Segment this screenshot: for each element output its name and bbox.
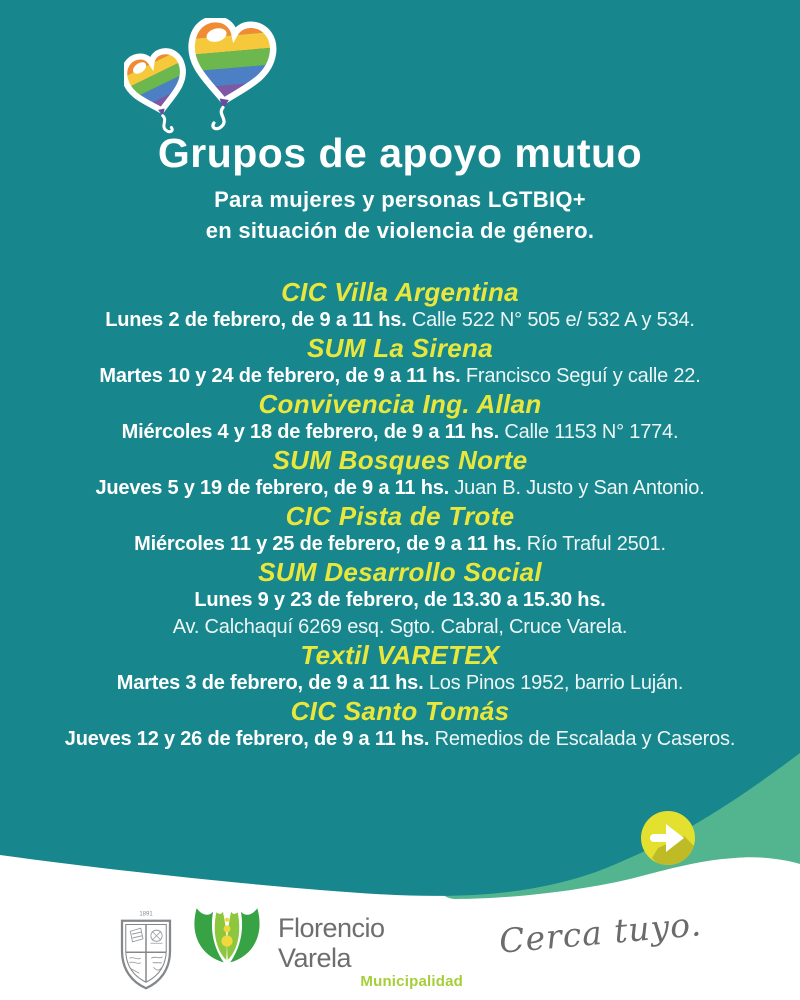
- group-schedule-line: Miércoles 11 y 25 de febrero, de 9 a 11 …: [0, 531, 800, 558]
- group-name: SUM La Sirena: [307, 333, 493, 363]
- group-name: CIC Pista de Trote: [285, 501, 515, 531]
- group-schedule: Jueves 12 y 26 de febrero, de 9 a 11 hs.: [64, 728, 430, 750]
- group-schedule-line: Jueves 5 y 19 de febrero, de 9 a 11 hs. …: [0, 475, 800, 502]
- group-schedule-line: Martes 3 de febrero, de 9 a 11 hs. Los P…: [0, 670, 800, 697]
- groups-list: CIC Villa Argentina Lunes 2 de febrero, d…: [0, 278, 800, 753]
- group-name: SUM Bosques Norte: [272, 445, 528, 475]
- group-address: Calle 522 N° 505 e/ 532 A y 534.: [411, 309, 695, 331]
- subtitle-line-2: en situación de violencia de género.: [205, 218, 595, 243]
- group-item: CIC Villa Argentina Lunes 2 de febrero, d…: [0, 278, 800, 334]
- group-schedule: Miércoles 4 y 18 de febrero, de 9 a 11 h…: [121, 421, 500, 443]
- group-address: Calle 1153 N° 1774.: [504, 421, 679, 443]
- group-address: Francisco Seguí y calle 22.: [465, 365, 701, 387]
- group-schedule-line: Jueves 12 y 26 de febrero, de 9 a 11 hs.…: [0, 726, 800, 753]
- group-schedule-line: Lunes 2 de febrero, de 9 a 11 hs. Calle …: [0, 307, 800, 334]
- group-name: CIC Villa Argentina: [281, 277, 519, 307]
- group-item: SUM Desarrollo Social Lunes 9 y 23 de feb…: [0, 558, 800, 641]
- brand-subtitle: Municipalidad: [360, 973, 463, 990]
- page-subtitle: Para mujeres y personas LGTBIQ+ en situa…: [0, 184, 800, 246]
- group-address: Juan B. Justo y San Antonio.: [454, 477, 705, 499]
- group-address: Remedios de Escalada y Caseros.: [434, 728, 736, 750]
- footer: 1891 Florencio Varela Municipalidad Cerc…: [0, 895, 800, 1000]
- group-schedule: Martes 10 y 24 de febrero, de 9 a 11 hs.: [99, 365, 461, 387]
- group-item: SUM Bosques Norte Jueves 5 y 19 de febrer…: [0, 446, 800, 502]
- shield-year-text: 1891: [139, 912, 153, 918]
- rainbow-heart-balloons-icon: [124, 18, 286, 134]
- group-schedule-line: Lunes 9 y 23 de febrero, de 13.30 a 15.3…: [0, 587, 800, 641]
- brand-name: Florencio Varela: [278, 913, 385, 973]
- group-name: CIC Santo Tomás: [290, 696, 510, 726]
- teal-background-shape: [0, 0, 800, 896]
- green-wave-shape: [430, 738, 800, 899]
- group-address: Los Pinos 1952, barrio Luján.: [428, 672, 684, 694]
- group-schedule-line: Miércoles 4 y 18 de febrero, de 9 a 11 h…: [0, 419, 800, 446]
- tagline-script: Cerca tuyo.: [497, 904, 704, 961]
- group-name: SUM Desarrollo Social: [258, 557, 542, 587]
- brand-text: Florencio Varela Municipalidad: [278, 913, 463, 991]
- group-schedule-line: Martes 10 y 24 de febrero, de 9 a 11 hs.…: [0, 363, 800, 390]
- group-item: CIC Santo Tomás Jueves 12 y 26 de febrero…: [0, 697, 800, 753]
- page-title: Grupos de apoyo mutuo: [157, 130, 643, 176]
- next-arrow-button[interactable]: [640, 810, 696, 866]
- group-name: Textil VARETEX: [300, 640, 500, 670]
- group-address: Río Traful 2501.: [526, 533, 666, 555]
- subtitle-line-1: Para mujeres y personas LGTBIQ+: [214, 187, 586, 212]
- group-item: CIC Pista de Trote Miércoles 11 y 25 de f…: [0, 502, 800, 558]
- group-schedule: Lunes 2 de febrero, de 9 a 11 hs.: [105, 309, 407, 331]
- group-item: SUM La Sirena Martes 10 y 24 de febrero, …: [0, 334, 800, 390]
- group-schedule: Jueves 5 y 19 de febrero, de 9 a 11 hs.: [95, 477, 450, 499]
- arrow-right-icon: [641, 811, 695, 865]
- group-schedule: Miércoles 11 y 25 de febrero, de 9 a 11 …: [134, 533, 522, 555]
- group-address: Av. Calchaquí 6269 esq. Sgto. Cabral, Cr…: [172, 616, 628, 638]
- group-name: Convivencia Ing. Allan: [258, 389, 542, 419]
- group-schedule: Martes 3 de febrero, de 9 a 11 hs.: [116, 672, 424, 694]
- group-item: Textil VARETEX Martes 3 de febrero, de 9 …: [0, 641, 800, 697]
- city-crest-icon: 1891: [120, 912, 172, 990]
- group-schedule: Lunes 9 y 23 de febrero, de 13.30 a 15.3…: [194, 589, 606, 611]
- leaf-flower-logo-icon: [194, 908, 260, 963]
- group-item: Convivencia Ing. Allan Miércoles 4 y 18 d…: [0, 390, 800, 446]
